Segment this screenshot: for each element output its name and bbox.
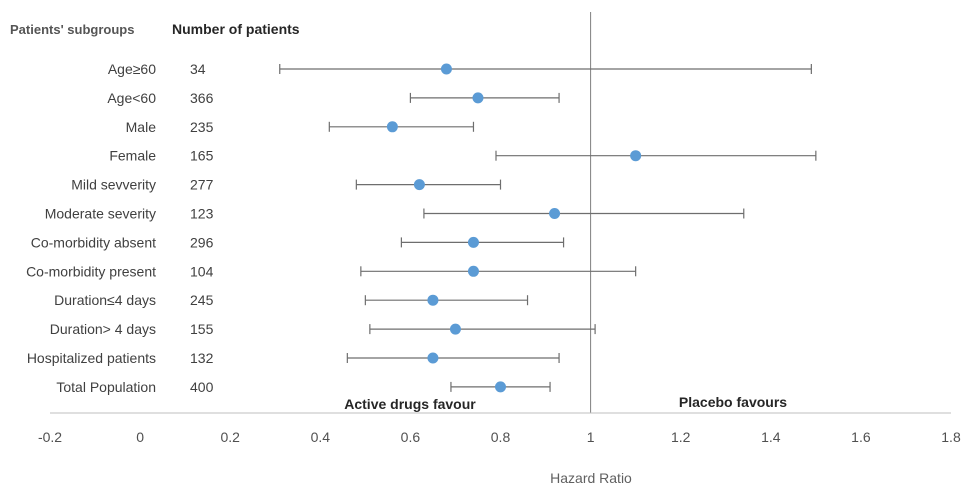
placebo-favours-label: Placebo favours (679, 394, 787, 410)
x-tick-label: 0.4 (311, 429, 331, 445)
forest-row: Male 235 (126, 119, 475, 135)
hazard-ratio-point (495, 381, 506, 393)
hazard-ratio-point (440, 63, 452, 75)
subgroup-label: Female (109, 148, 156, 164)
x-tick-label: 1 (587, 429, 595, 445)
x-tick-label: 1.8 (941, 429, 961, 445)
subgroup-label: Hospitalized patients (27, 350, 156, 366)
patient-count: 400 (190, 379, 214, 395)
hazard-ratio-point (413, 179, 425, 191)
subgroup-label: Co-morbidity present (26, 263, 156, 279)
patient-count: 245 (190, 292, 214, 308)
subgroup-label: Age<60 (107, 90, 156, 106)
x-tick-label: 1.2 (671, 429, 691, 445)
patient-count: 165 (190, 148, 214, 164)
patient-count: 123 (190, 206, 214, 222)
hazard-ratio-point (427, 352, 439, 364)
x-axis-ticks: -0.2 0 0.2 0.4 0.6 0.8 1 1.2 1.4 1.6 1.8 (38, 429, 961, 445)
subgroup-label: Duration> 4 days (50, 321, 156, 337)
x-tick-label: 0.8 (491, 429, 511, 445)
subgroup-label: Age≥60 (108, 61, 156, 77)
forest-row: Duration≤4 days 245 (54, 292, 529, 308)
x-tick-label: 0.6 (401, 429, 421, 445)
forest-row: Mild sevverity 277 (71, 177, 502, 193)
subgroup-label: Moderate severity (45, 206, 156, 222)
patient-count-header: Number of patients (172, 21, 300, 37)
x-axis-title: Hazard Ratio (550, 470, 632, 486)
patient-count: 132 (190, 350, 214, 366)
x-tick-label: 1.6 (851, 429, 871, 445)
hazard-ratio-point (427, 294, 439, 306)
subgroups-header: Patients' subgroups (10, 22, 134, 37)
x-tick-label: 0 (136, 429, 144, 445)
x-tick-label: -0.2 (38, 429, 62, 445)
forest-row: Hospitalized patients 132 (27, 350, 560, 366)
hazard-ratio-point (630, 150, 642, 162)
patient-count: 34 (190, 61, 206, 77)
x-tick-label: 0.2 (220, 429, 240, 445)
hazard-ratio-point (449, 323, 461, 335)
forest-row: Total Population 400 (56, 379, 551, 395)
forest-row: Moderate severity 123 (45, 206, 745, 222)
forest-row: Duration> 4 days 155 (50, 321, 596, 337)
forest-row: Age≥60 34 (108, 61, 812, 77)
active-drugs-favour-label: Active drugs favour (344, 396, 476, 412)
hazard-ratio-point (467, 236, 479, 248)
patient-count: 366 (190, 90, 214, 106)
hazard-ratio-point (386, 121, 398, 133)
forest-row: Co-morbidity absent 296 (31, 234, 565, 250)
hazard-ratio-point (467, 265, 479, 277)
forest-row: Age<60 366 (107, 90, 560, 106)
hazard-ratio-point (472, 92, 484, 104)
subgroup-label: Co-morbidity absent (31, 234, 156, 250)
patient-count: 296 (190, 234, 214, 250)
plot-area (50, 12, 951, 414)
rows-group: Age≥60 34 Age<60 366 Male 235 Female 165 Mild se… (26, 61, 817, 395)
subgroup-label: Mild sevverity (71, 177, 156, 193)
subgroup-label: Duration≤4 days (54, 292, 156, 308)
hazard-ratio-point (549, 208, 561, 219)
patient-count: 155 (190, 321, 214, 337)
x-tick-label: 1.4 (761, 429, 781, 445)
subgroup-label: Total Population (56, 379, 156, 395)
patient-count: 277 (190, 177, 214, 193)
subgroup-label: Male (126, 119, 157, 135)
forest-row: Female 165 (109, 148, 817, 164)
patient-count: 235 (190, 119, 214, 135)
patient-count: 104 (190, 263, 214, 279)
forest-row: Co-morbidity present 104 (26, 263, 637, 279)
